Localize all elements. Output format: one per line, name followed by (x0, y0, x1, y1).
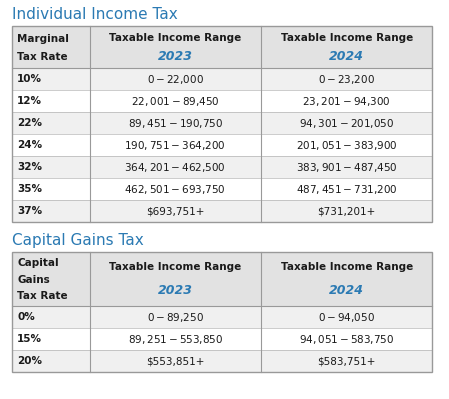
Bar (90, 200, 261, 222)
Text: 37%: 37% (17, 206, 42, 216)
Text: 2024: 2024 (329, 50, 364, 63)
Bar (12, 178, 90, 200)
Bar (12, 156, 90, 178)
Text: Capital: Capital (17, 259, 59, 269)
Text: Tax Rate: Tax Rate (17, 52, 68, 62)
Bar (261, 200, 432, 222)
Text: $364,201 - $462,500: $364,201 - $462,500 (124, 160, 226, 174)
Bar (90, 350, 261, 372)
Text: 32%: 32% (17, 162, 42, 172)
Text: Tax Rate: Tax Rate (17, 291, 68, 301)
Text: 2023: 2023 (158, 284, 193, 297)
Text: Individual Income Tax: Individual Income Tax (12, 7, 178, 22)
Text: 20%: 20% (17, 356, 42, 366)
Text: Taxable Income Range: Taxable Income Range (281, 262, 413, 272)
Text: Gains: Gains (17, 275, 50, 285)
Text: 2023: 2023 (158, 50, 193, 63)
Text: $94,051 - $583,750: $94,051 - $583,750 (299, 332, 394, 346)
Text: $731,201+: $731,201+ (317, 206, 376, 216)
Bar (261, 178, 432, 200)
Text: $693,751+: $693,751+ (146, 206, 205, 216)
Text: Marginal: Marginal (17, 34, 69, 44)
Text: $0 - $89,250: $0 - $89,250 (147, 310, 204, 324)
Bar (12, 252, 432, 372)
Bar (261, 112, 432, 134)
Bar (261, 156, 432, 178)
Text: $89,451 - $190,750: $89,451 - $190,750 (128, 117, 223, 130)
Bar (12, 68, 90, 90)
Text: $487,451 - $731,200: $487,451 - $731,200 (296, 182, 398, 196)
Bar (12, 350, 90, 372)
Text: 2024: 2024 (329, 284, 364, 297)
Text: $462,501 - $693,750: $462,501 - $693,750 (124, 182, 226, 196)
Bar (12, 252, 90, 306)
Text: $0 - $94,050: $0 - $94,050 (318, 310, 375, 324)
Text: $0 - $23,200: $0 - $23,200 (318, 73, 375, 85)
Text: Taxable Income Range: Taxable Income Range (109, 33, 242, 43)
Text: $94,301 - $201,050: $94,301 - $201,050 (299, 117, 394, 130)
Text: $89,251 - $553,850: $89,251 - $553,850 (128, 332, 223, 346)
Bar (261, 328, 432, 350)
Bar (90, 156, 261, 178)
Bar (90, 134, 261, 156)
Bar (261, 68, 432, 90)
Text: 0%: 0% (17, 312, 35, 322)
Text: $201,051 - $383,900: $201,051 - $383,900 (296, 138, 398, 152)
Text: 35%: 35% (17, 184, 42, 194)
Bar (12, 26, 90, 68)
Bar (12, 26, 432, 222)
Text: 10%: 10% (17, 74, 42, 84)
Text: Taxable Income Range: Taxable Income Range (109, 262, 242, 272)
Bar (261, 134, 432, 156)
Text: 15%: 15% (17, 334, 42, 344)
Bar (12, 112, 90, 134)
Bar (12, 328, 90, 350)
Text: $553,851+: $553,851+ (146, 356, 205, 366)
Text: $383,901 - $487,450: $383,901 - $487,450 (296, 160, 398, 174)
Bar (12, 306, 90, 328)
Bar (90, 178, 261, 200)
Text: 24%: 24% (17, 140, 42, 150)
Text: $22,001 - $89,450: $22,001 - $89,450 (131, 95, 220, 107)
Text: $583,751+: $583,751+ (317, 356, 376, 366)
Bar (12, 134, 90, 156)
Bar (261, 90, 432, 112)
Bar (90, 328, 261, 350)
Bar (261, 252, 432, 306)
Text: $23,201 - $94,300: $23,201 - $94,300 (303, 95, 391, 107)
Bar (90, 68, 261, 90)
Bar (12, 90, 90, 112)
Text: Capital Gains Tax: Capital Gains Tax (12, 233, 144, 248)
Text: 12%: 12% (17, 96, 42, 106)
Bar (90, 306, 261, 328)
Bar (261, 306, 432, 328)
Bar (90, 90, 261, 112)
Bar (90, 112, 261, 134)
Bar (12, 200, 90, 222)
Text: $0 - $22,000: $0 - $22,000 (147, 73, 204, 85)
Text: 22%: 22% (17, 118, 42, 128)
Bar (90, 26, 261, 68)
Bar (90, 252, 261, 306)
Text: Taxable Income Range: Taxable Income Range (281, 33, 413, 43)
Bar (261, 350, 432, 372)
Bar (261, 26, 432, 68)
Text: $190,751 - $364,200: $190,751 - $364,200 (124, 138, 226, 152)
